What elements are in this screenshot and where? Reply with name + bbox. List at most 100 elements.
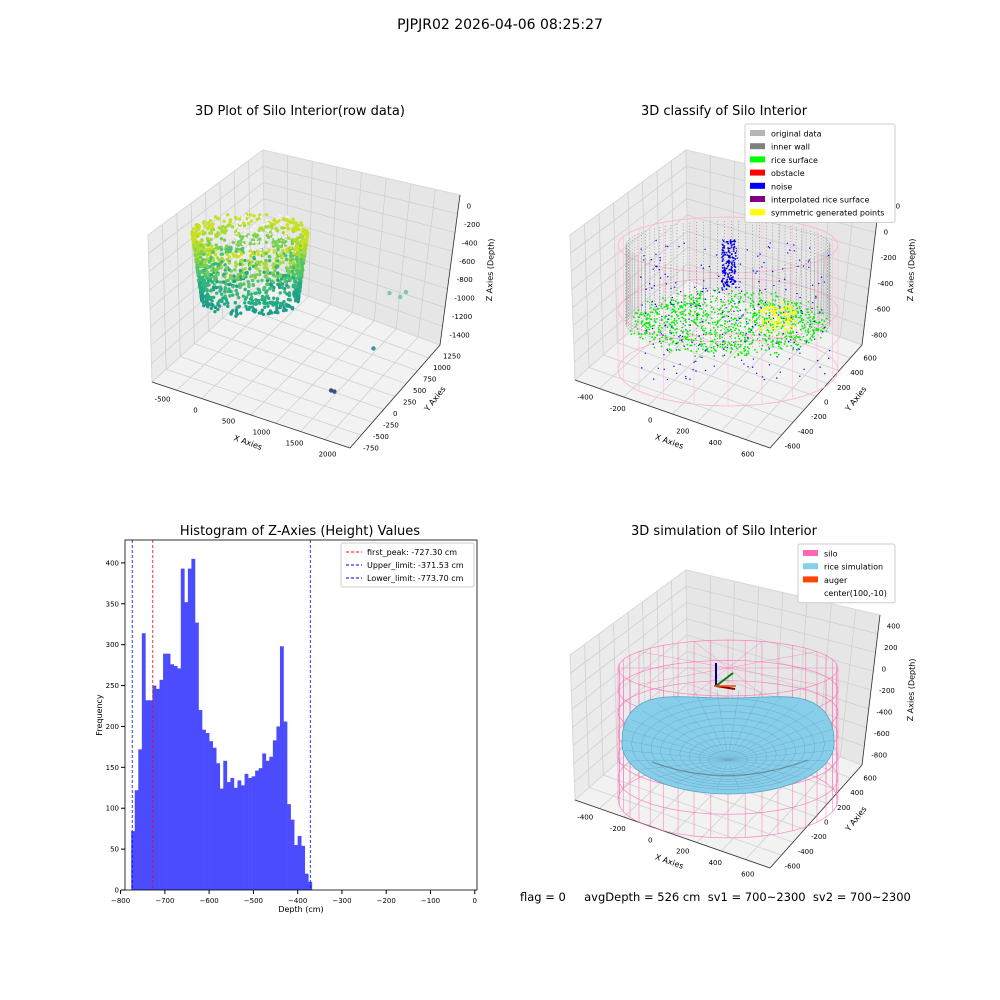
panel4-y-tick-label: -400 bbox=[798, 848, 814, 856]
panel1-silo-point bbox=[292, 238, 297, 242]
panel2-noise-point bbox=[671, 326, 673, 328]
panel1-silo-point bbox=[236, 240, 241, 244]
panel2-noise-point bbox=[822, 331, 824, 333]
panel2-rice-point bbox=[701, 329, 704, 332]
panel1-silo-point bbox=[216, 266, 220, 271]
panel2-noise-point bbox=[732, 240, 735, 243]
panel2-symmetric-point bbox=[769, 309, 772, 312]
panel2-rice-point bbox=[741, 334, 744, 337]
panel1-silo-point bbox=[252, 256, 257, 261]
histogram-bar bbox=[194, 622, 199, 890]
panel4-3d-plot: -400-2000200400600-600-400-2000200400600… bbox=[569, 543, 917, 878]
panel2-rice-point bbox=[672, 331, 674, 334]
panel1-silo-point bbox=[262, 270, 266, 274]
panel2-rice-point bbox=[776, 342, 779, 345]
panel2-rice-point bbox=[753, 348, 756, 351]
panel2-rice-point bbox=[633, 332, 636, 335]
panel2-rice-point bbox=[731, 306, 734, 308]
panel1-silo-point bbox=[213, 305, 217, 310]
panel2-rice-point bbox=[807, 300, 810, 303]
panel1-y-tick-label: 1250 bbox=[443, 353, 461, 361]
panel2-rice-point bbox=[649, 318, 652, 321]
panel1-silo-point bbox=[246, 247, 250, 250]
panel1-outlier-point bbox=[371, 346, 376, 351]
panel1-silo-point bbox=[295, 271, 299, 276]
panel1-silo-point bbox=[275, 220, 279, 224]
panel2-rice-point bbox=[656, 313, 659, 316]
panel1-silo-point bbox=[244, 304, 248, 309]
panel1-silo-point bbox=[248, 263, 253, 267]
panel2-rice-point bbox=[734, 343, 736, 345]
panel1-y-tick-label: -250 bbox=[383, 421, 399, 429]
panel2-rice-point bbox=[767, 337, 770, 340]
panel4-rice-mesh bbox=[656, 702, 729, 761]
panel2-rice-point bbox=[729, 335, 732, 338]
panel2-rice-point bbox=[657, 330, 660, 333]
panel1-silo-point bbox=[202, 252, 206, 256]
panel2-noise-point bbox=[641, 304, 643, 306]
panel2-noise-point bbox=[740, 290, 743, 292]
panel1-silo-point bbox=[265, 279, 270, 283]
panel2-rice-point bbox=[674, 328, 677, 331]
panel1-silo-point bbox=[199, 249, 204, 254]
panel2-rice-point bbox=[768, 316, 771, 319]
panel2-noise-point bbox=[799, 375, 801, 377]
panel2-rice-point bbox=[799, 345, 802, 348]
panel2-noise-point bbox=[733, 261, 736, 264]
panel2-rice-point bbox=[774, 299, 777, 302]
panel2-y-tick-label: -600 bbox=[785, 443, 801, 451]
histogram-y-tick-label: 400 bbox=[106, 559, 119, 567]
panel2-rice-point bbox=[749, 297, 752, 300]
panel1-silo-point bbox=[277, 251, 280, 254]
panel2-rice-point bbox=[747, 350, 750, 353]
panel2-noise-point bbox=[675, 372, 678, 375]
panel2-rice-point bbox=[676, 327, 678, 330]
panel2-noise-point bbox=[723, 274, 726, 277]
panel4-x-tick-label: 200 bbox=[676, 848, 689, 856]
panel1-silo-point bbox=[208, 242, 212, 246]
panel2-noise-point bbox=[685, 375, 687, 378]
panel2-rice-point bbox=[674, 310, 677, 313]
panel1-silo-point bbox=[195, 255, 200, 259]
histogram-bar bbox=[148, 700, 153, 890]
panel2-noise-point bbox=[689, 378, 691, 380]
panel1-z-axis-label: Z Axies (Depth) bbox=[485, 238, 496, 301]
panel2-noise-point bbox=[725, 251, 728, 254]
panel2-rice-point bbox=[809, 338, 812, 340]
panel1-silo-point bbox=[267, 244, 270, 247]
panel4-gridline bbox=[571, 602, 876, 692]
panel2-symmetric-point bbox=[789, 302, 792, 305]
panel1-silo-point bbox=[235, 247, 239, 251]
panel2-noise-point bbox=[659, 277, 662, 279]
panel1-y-axis-line bbox=[349, 344, 441, 449]
histogram-bar bbox=[233, 787, 238, 890]
panel2-rice-point bbox=[714, 299, 717, 302]
panel2-noise-point bbox=[708, 265, 710, 268]
panel1-silo-point bbox=[287, 269, 291, 274]
panel1-silo-point bbox=[204, 282, 209, 287]
panel2-rice-point bbox=[788, 335, 791, 338]
histogram-bar bbox=[251, 776, 256, 890]
panel2-noise-point bbox=[722, 277, 724, 280]
panel2-rice-point bbox=[642, 313, 645, 315]
histogram-bar bbox=[255, 770, 260, 890]
panel2-rice-point bbox=[721, 355, 724, 357]
panel1-silo-point bbox=[241, 275, 245, 279]
panel2-rice-point bbox=[774, 291, 777, 294]
panel2-rice-point bbox=[783, 343, 786, 345]
panel2-symmetric-point bbox=[790, 305, 793, 308]
panel2-noise-point bbox=[730, 276, 733, 279]
panel2-gridline bbox=[671, 160, 675, 293]
panel2-rice-point bbox=[724, 345, 727, 348]
panel2-rice-point bbox=[772, 345, 775, 348]
panel2-rice-point bbox=[700, 317, 703, 320]
histogram-bar bbox=[226, 782, 231, 890]
panel2-noise-point bbox=[727, 242, 730, 245]
panel2-rice-point bbox=[670, 321, 673, 324]
panel1-silo-point bbox=[262, 223, 266, 226]
panel4-rice-mesh bbox=[660, 717, 796, 783]
panel1-silo-point bbox=[210, 246, 214, 251]
panel2-x-tick-label: -400 bbox=[577, 394, 593, 402]
panel1-silo-point bbox=[300, 242, 305, 246]
histogram-x-tick-label: −700 bbox=[155, 897, 174, 905]
